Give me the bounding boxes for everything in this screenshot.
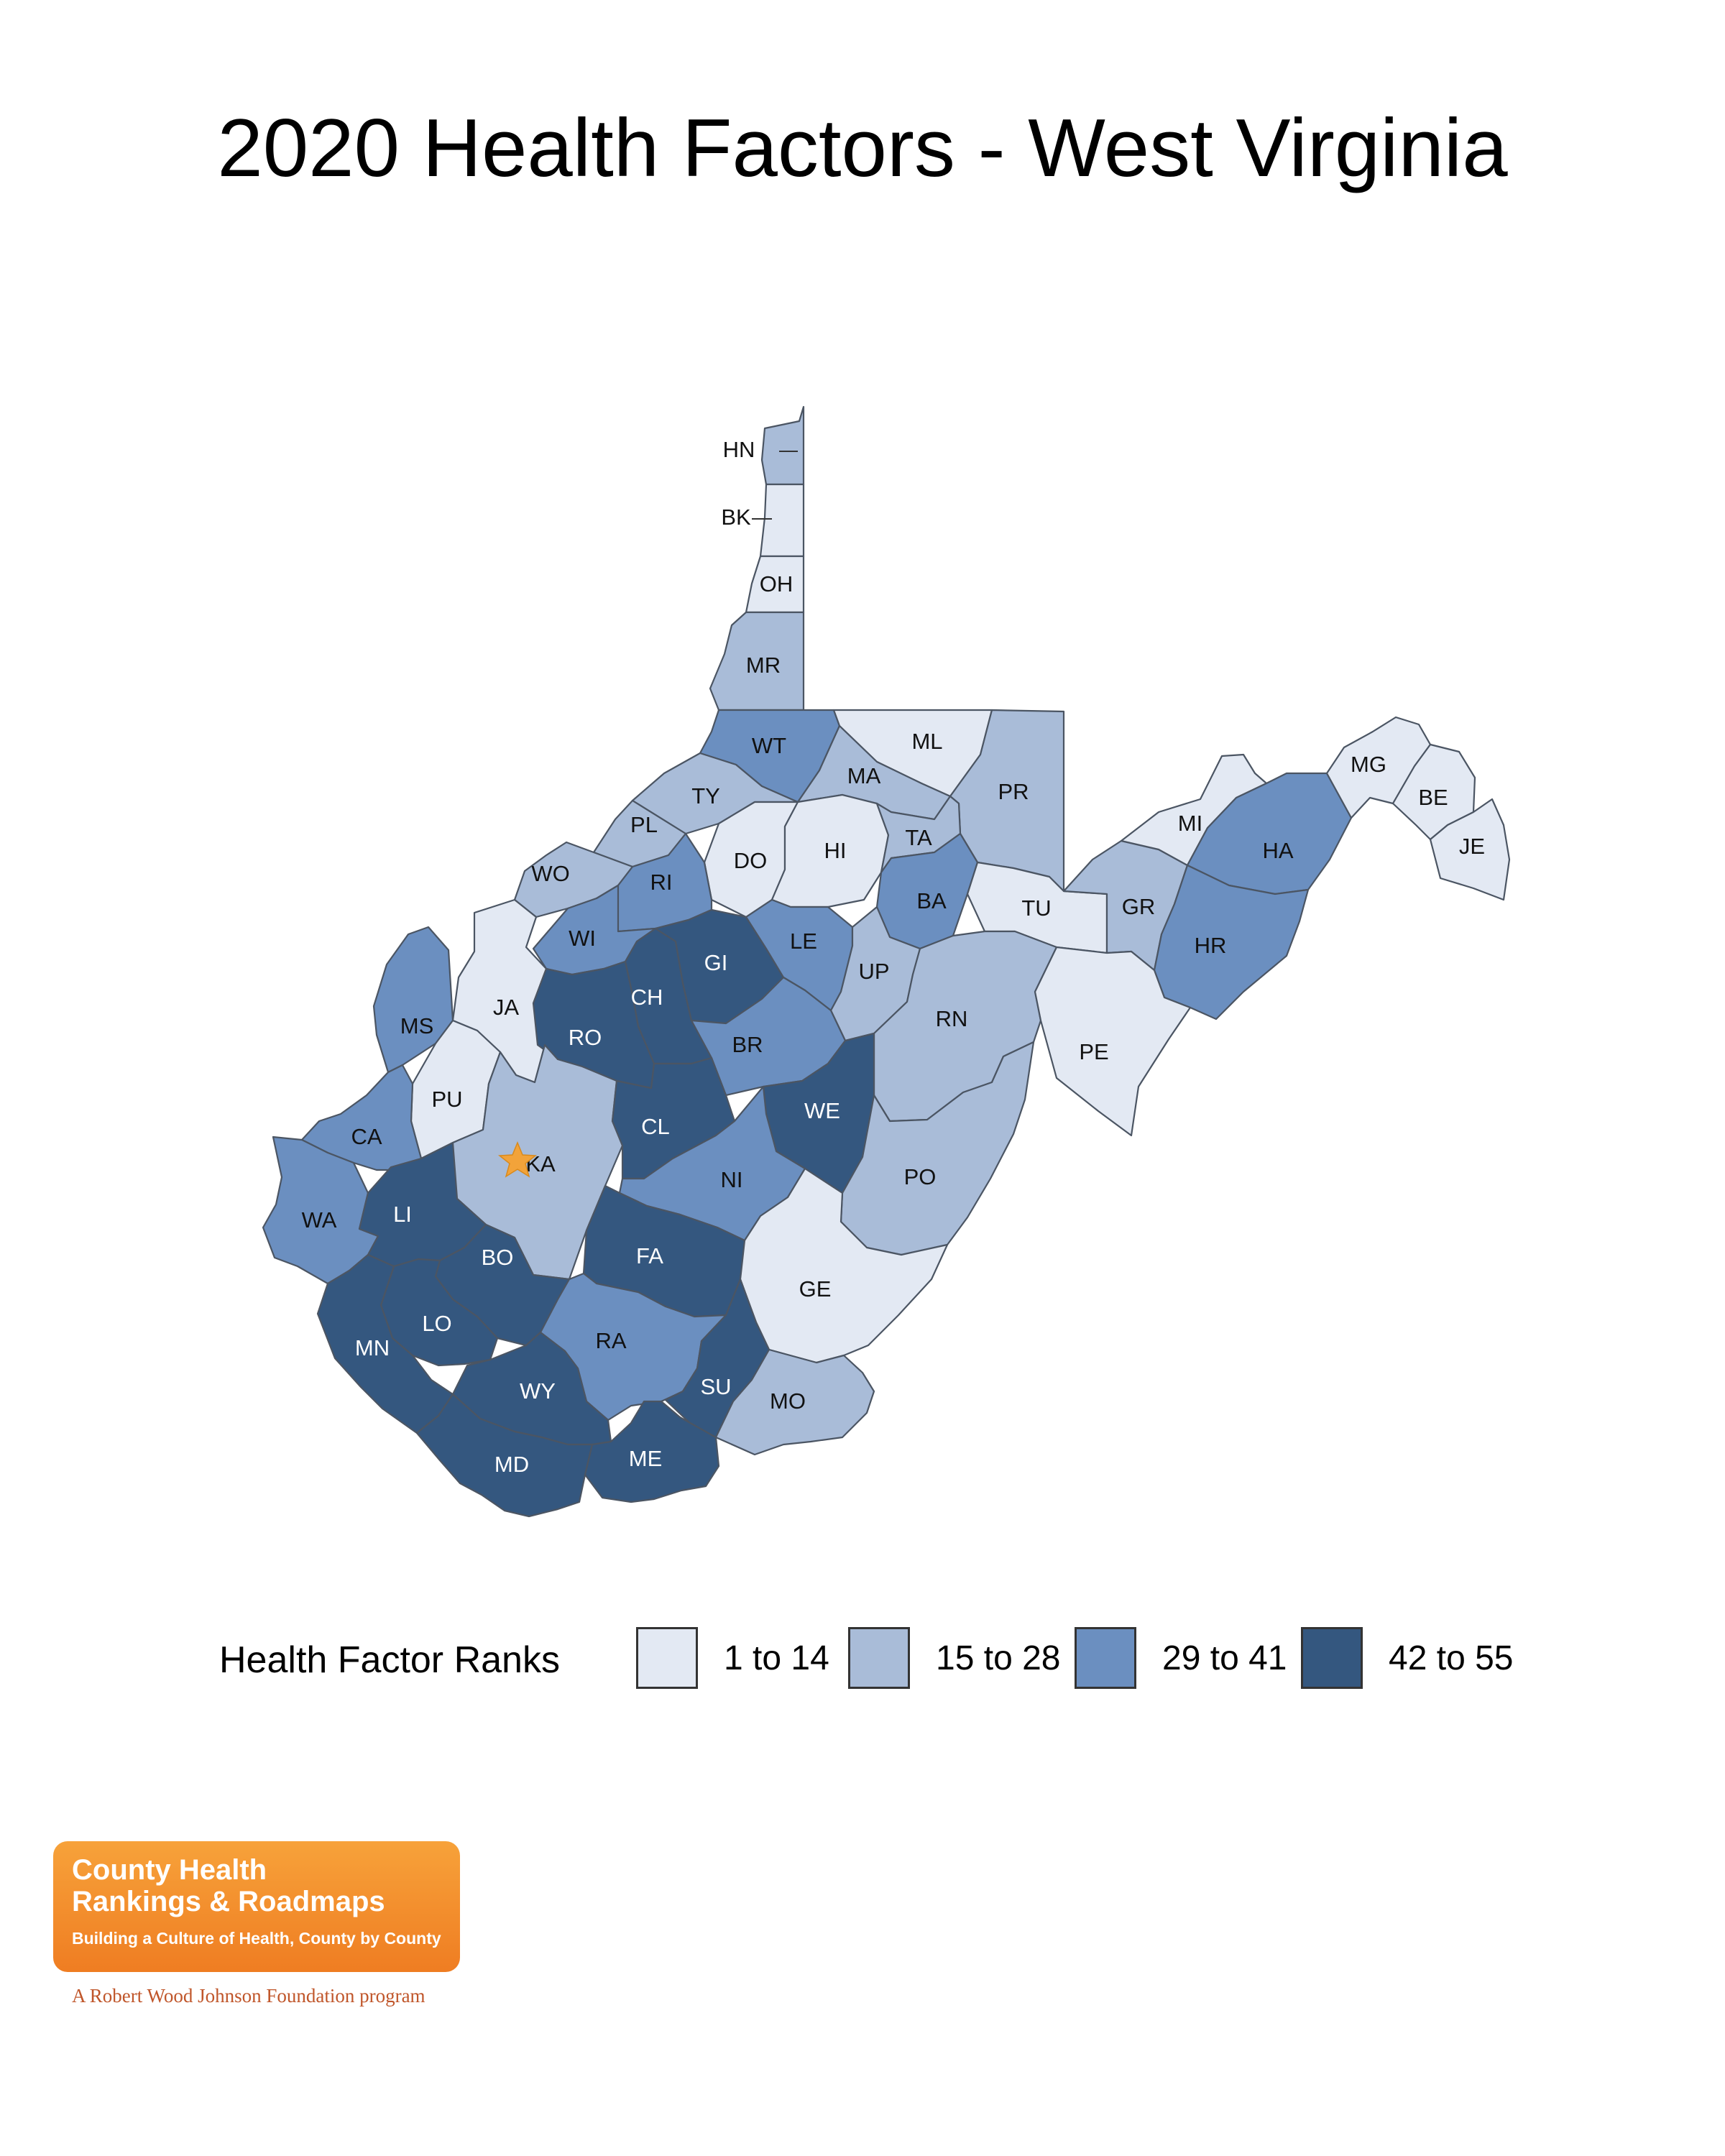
county-pe	[1034, 946, 1192, 1137]
county-label-mg: MG	[1351, 752, 1386, 777]
county-label-rn: RN	[936, 1006, 968, 1031]
county-label-tu: TU	[1021, 895, 1051, 921]
foundation-credit: A Robert Wood Johnson Foundation program	[72, 1985, 426, 2007]
county-label-ml: ML	[911, 729, 942, 754]
legend-label-1: 1 to 14	[724, 1639, 829, 1677]
county-label-wa: WA	[302, 1207, 337, 1233]
county-label-mn: MN	[355, 1335, 390, 1360]
county-bk	[759, 483, 805, 558]
county-label-hr: HR	[1195, 933, 1227, 958]
logo-line-2: Rankings & Roadmaps	[72, 1886, 385, 1917]
legend-item-1: 1 to 14	[636, 1626, 829, 1690]
county-label-ja: JA	[493, 995, 520, 1020]
county-label-wi: WI	[569, 926, 596, 951]
legend-label-2: 15 to 28	[936, 1639, 1061, 1677]
county-mo	[714, 1348, 875, 1456]
county-be	[1392, 743, 1476, 841]
county-label-li: LI	[393, 1202, 412, 1227]
county-ca	[300, 1064, 423, 1171]
county-hn	[760, 405, 805, 486]
county-label-ro: RO	[569, 1025, 602, 1050]
county-label-cl: CL	[641, 1114, 670, 1139]
county-label-ta: TA	[905, 825, 932, 850]
county-health-rankings-logo: County Health Rankings & Roadmaps Buildi…	[53, 1841, 460, 1972]
legend-label-4: 42 to 55	[1389, 1639, 1514, 1677]
legend-title: Health Factor Ranks	[219, 1639, 560, 1681]
county-map: HN BK OH MR WT ML MA PR TY PL WO DO HI TA RI BA TU GR MI HA…	[262, 405, 1511, 1518]
county-mr	[709, 611, 805, 711]
county-mi	[1120, 753, 1268, 867]
county-label-do: DO	[734, 848, 768, 873]
county-label-ms: MS	[400, 1013, 434, 1038]
county-label-md: MD	[494, 1452, 529, 1477]
legend-swatch-4	[1301, 1627, 1363, 1689]
county-label-ch: CH	[631, 985, 663, 1010]
county-label-le: LE	[790, 929, 817, 954]
county-mn	[316, 1253, 454, 1434]
county-label-bk: BK	[721, 505, 751, 530]
state-capital-star-icon	[497, 1141, 538, 1178]
county-label-ba: BA	[916, 888, 947, 913]
county-label-wt: WT	[752, 733, 786, 758]
county-label-ni: NI	[721, 1167, 743, 1192]
county-label-ra: RA	[595, 1328, 626, 1353]
county-label-ha: HA	[1262, 838, 1293, 863]
county-hr	[1153, 864, 1310, 1021]
county-label-be: BE	[1418, 785, 1448, 810]
county-label-hn: HN	[723, 437, 755, 462]
county-label-wy: WY	[520, 1378, 556, 1404]
county-je	[1429, 798, 1511, 901]
legend-swatch-1	[636, 1627, 698, 1689]
county-label-gr: GR	[1122, 894, 1156, 919]
logo-line-1: County Health	[72, 1854, 267, 1886]
logo-tagline: Building a Culture of Health, County by …	[72, 1929, 441, 1948]
county-label-gi: GI	[704, 950, 728, 975]
county-label-fa: FA	[636, 1243, 663, 1268]
county-label-ge: GE	[799, 1276, 832, 1302]
county-label-su: SU	[700, 1374, 731, 1399]
legend-item-4: 42 to 55	[1301, 1626, 1513, 1690]
county-label-je: JE	[1459, 834, 1485, 859]
legend-item-2: 15 to 28	[848, 1626, 1060, 1690]
county-label-ty: TY	[691, 783, 720, 808]
county-label-we: WE	[804, 1098, 840, 1123]
county-me	[584, 1400, 720, 1503]
county-label-lo: LO	[422, 1311, 451, 1336]
county-label-wo: WO	[531, 861, 569, 886]
county-label-po: PO	[904, 1164, 937, 1189]
county-hi	[770, 793, 890, 908]
map-title: 2020 Health Factors - West Virginia	[217, 103, 1508, 194]
county-label-ma: MA	[847, 763, 881, 788]
legend-label-3: 29 to 41	[1162, 1639, 1287, 1677]
county-label-oh: OH	[760, 571, 794, 596]
county-label-ri: RI	[650, 870, 673, 895]
county-label-mi: MI	[1178, 811, 1202, 836]
county-label-pl: PL	[630, 812, 658, 837]
county-label-pe: PE	[1079, 1039, 1108, 1064]
county-label-pu: PU	[431, 1087, 462, 1112]
legend-swatch-2	[848, 1627, 910, 1689]
legend-item-3: 29 to 41	[1075, 1626, 1287, 1690]
county-label-mr: MR	[746, 653, 781, 678]
county-label-ca: CA	[351, 1124, 382, 1149]
county-label-bo: BO	[482, 1245, 514, 1270]
county-label-mo: MO	[770, 1388, 806, 1414]
county-label-up: UP	[858, 959, 889, 984]
county-label-br: BR	[732, 1032, 763, 1057]
county-label-me: ME	[629, 1446, 663, 1471]
county-label-hi: HI	[824, 838, 847, 863]
legend-swatch-3	[1075, 1627, 1136, 1689]
county-label-pr: PR	[998, 779, 1029, 804]
